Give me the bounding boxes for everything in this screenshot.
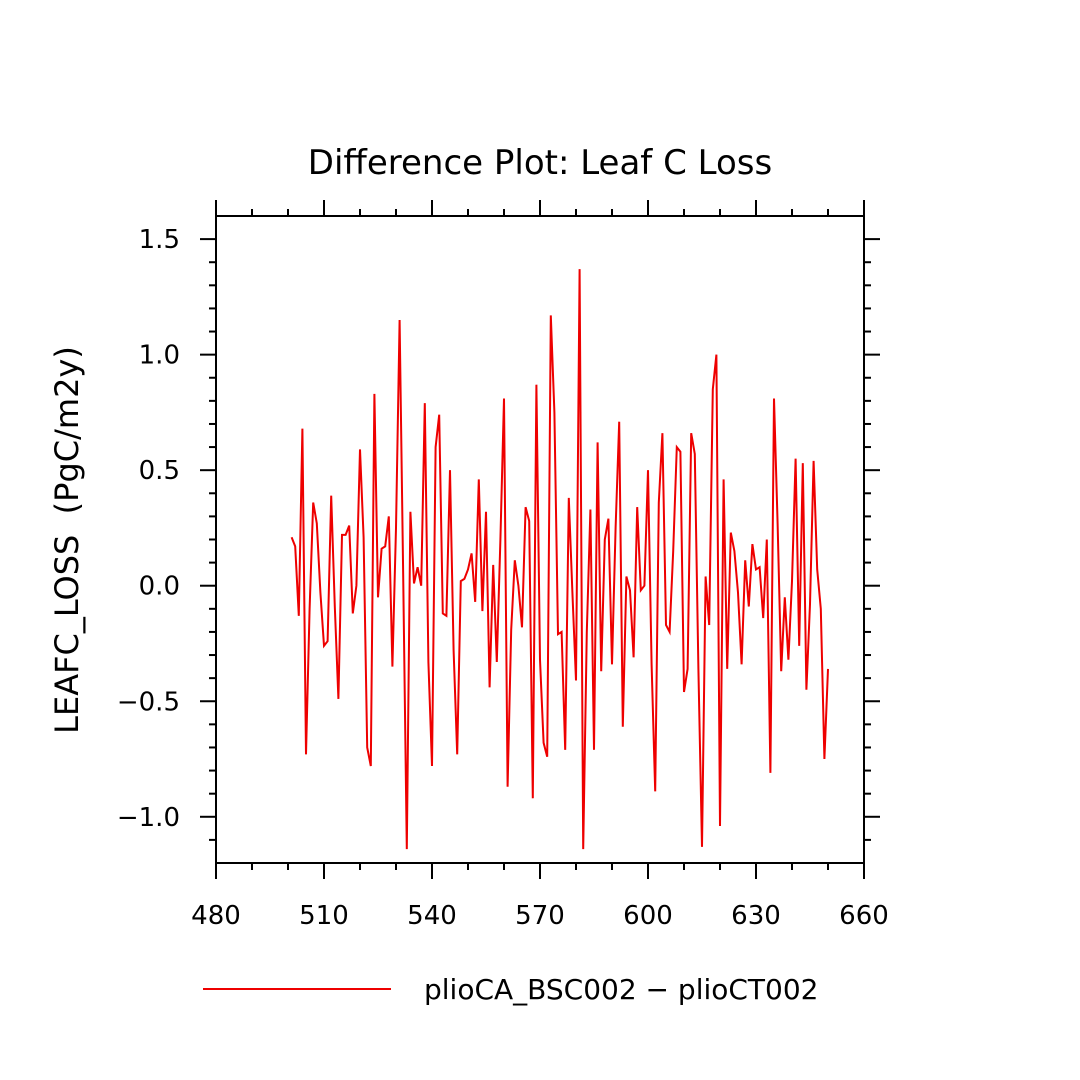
x-tick-label: 540 xyxy=(407,901,457,931)
data-series xyxy=(290,269,829,850)
axis-ticks xyxy=(200,200,880,879)
x-tick-label: 570 xyxy=(515,901,565,931)
y-tick-label: 0.0 xyxy=(139,572,180,602)
y-tick-label: 1.0 xyxy=(139,341,180,371)
plot-frame xyxy=(215,215,865,864)
x-tick-label: 600 xyxy=(623,901,673,931)
x-tick-label: 480 xyxy=(191,901,241,931)
x-tick-label: 510 xyxy=(299,901,349,931)
legend-label: plioCA_BSC002 − plioCT002 xyxy=(424,973,818,1006)
y-tick-label: 0.5 xyxy=(139,456,180,486)
chart-title: Difference Plot: Leaf C Loss xyxy=(308,143,772,183)
y-axis-label: LEAFC_LOSS (PgC/m2y) xyxy=(48,346,86,734)
axis-tick-labels: 480 510 540 570 600 630 660 1.5 1.0 0.5 0.0 −0.5 −1.… xyxy=(117,225,889,931)
y-tick-label: 1.5 xyxy=(139,225,180,255)
x-tick-label: 630 xyxy=(731,901,781,931)
series-line xyxy=(290,269,829,850)
y-tick-label: −1.0 xyxy=(117,803,180,833)
x-tick-label: 660 xyxy=(839,901,889,931)
y-tick-label: −0.5 xyxy=(117,687,180,717)
